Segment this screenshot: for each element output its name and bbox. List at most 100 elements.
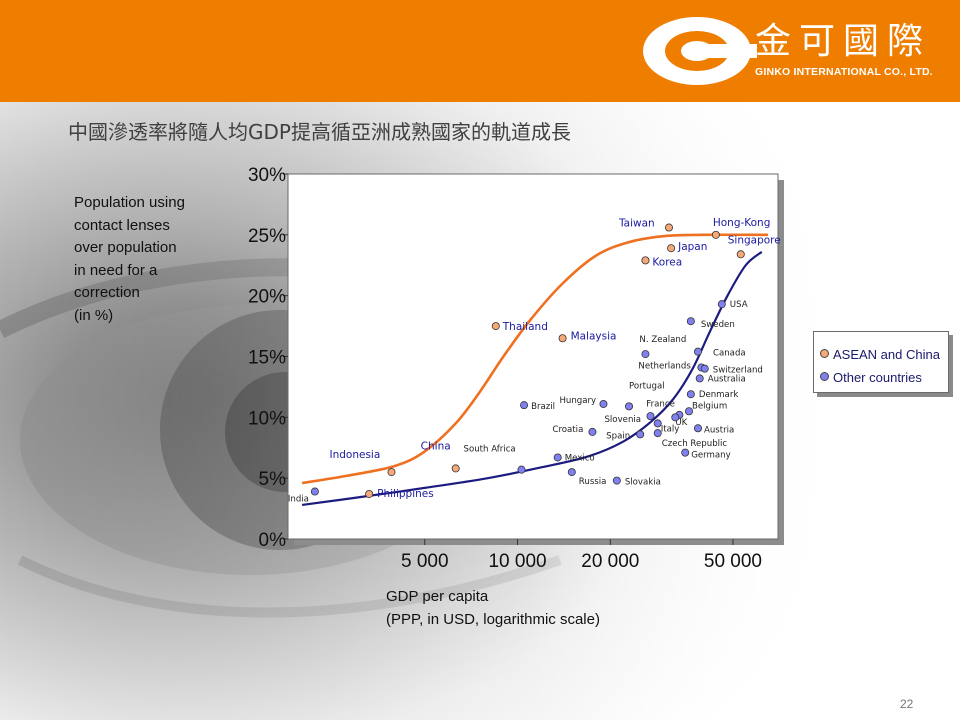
x-tick-label: 50 000 [704, 551, 762, 572]
x-tick-label: 20 000 [581, 551, 639, 572]
point-portugal [625, 402, 634, 411]
point-label-switzerland: Switzerland [713, 366, 763, 376]
page-number: 22 [900, 697, 914, 711]
point-label-south-africa: South Africa [463, 445, 515, 455]
y-axis-title: Population using contact lenses over pop… [74, 194, 185, 324]
point-label-slovenia: Slovenia [604, 415, 641, 425]
point-indonesia [387, 468, 396, 477]
point-taiwan [664, 223, 673, 232]
point-singapore [736, 250, 745, 259]
point-label-india: India [288, 495, 309, 505]
point-china [451, 464, 460, 473]
point-australia [695, 374, 704, 383]
point-germany [681, 448, 690, 457]
point-switzerland [700, 364, 709, 373]
point-label-malaysia: Malaysia [571, 330, 617, 342]
point-label-n-zealand: N. Zealand [639, 335, 686, 345]
point-slovenia [646, 412, 655, 421]
point-label-russia: Russia [579, 477, 607, 487]
company-logo [643, 17, 757, 85]
legend-label-other: Other countries [833, 370, 922, 385]
point-south-africa [517, 465, 526, 474]
point-label-germany: Germany [691, 451, 731, 461]
point-belgium [684, 407, 693, 416]
point-usa [717, 300, 726, 309]
point-label-austria: Austria [704, 425, 734, 435]
point-label-uk: UK [675, 418, 687, 428]
point-philippines [365, 489, 374, 498]
x-axis-title: GDP per capita (PPP, in USD, logarithmic… [386, 588, 600, 628]
point-japan [667, 244, 676, 253]
point-korea [641, 256, 650, 265]
point-russia [567, 468, 576, 477]
point-label-mexico: Mexico [565, 453, 595, 463]
legend-marker-asean [820, 349, 829, 358]
point-hong-kong [711, 230, 720, 239]
point-label-indonesia: Indonesia [329, 449, 380, 461]
page-title: 中國滲透率將隨人均GDP提高循亞洲成熟國家的軌道成長 [68, 120, 571, 144]
point-label-czech-republic: Czech Republic [662, 439, 728, 449]
point-label-slovakia: Slovakia [625, 478, 661, 488]
legend-label-asean: ASEAN and China [833, 347, 940, 362]
point-label-singapore: Singapore [728, 234, 781, 246]
x-tick-label: 10 000 [488, 551, 546, 572]
point-france [671, 413, 680, 422]
point-label-japan: Japan [677, 241, 707, 253]
legend-item-asean: ASEAN and China [820, 347, 940, 362]
point-sweden [686, 317, 695, 326]
point-label-china: China [421, 440, 451, 452]
point-label-croatia: Croatia [552, 425, 583, 435]
point-croatia [588, 427, 597, 436]
point-label-netherlands: Netherlands [638, 361, 691, 371]
point-label-france: France [646, 399, 675, 409]
point-label-belgium: Belgium [692, 401, 727, 411]
point-czech-republic [653, 429, 662, 438]
y-tick-label: 20% [248, 287, 286, 308]
point-label-usa: USA [730, 300, 748, 310]
brand-name-cn: 金可國際 [755, 21, 932, 62]
point-austria [693, 424, 702, 433]
brand-name-en: GINKO INTERNATIONAL CO., LTD. [755, 66, 933, 78]
y-tick-label: 0% [259, 530, 287, 551]
point-mexico [553, 453, 562, 462]
point-thailand [491, 322, 500, 331]
trend-curve-asean [301, 233, 769, 485]
point-brazil [520, 401, 529, 410]
x-tick-label: 5 000 [401, 551, 449, 572]
point-italy [653, 419, 662, 428]
y-tick-label: 10% [248, 408, 286, 429]
point-label-thailand: Thailand [502, 321, 548, 333]
point-n-zealand [641, 350, 650, 359]
y-tick-label: 5% [259, 469, 287, 490]
point-label-australia: Australia [708, 374, 746, 384]
y-tick-label: 25% [248, 226, 286, 247]
y-tick-label: 15% [248, 348, 286, 369]
point-label-denmark: Denmark [699, 390, 739, 400]
point-slovakia [612, 476, 621, 485]
point-label-taiwan: Taiwan [618, 218, 655, 230]
point-label-hungary: Hungary [559, 396, 596, 406]
point-canada [693, 347, 702, 356]
plot-area [287, 173, 779, 540]
point-india [310, 487, 319, 496]
point-label-korea: Korea [652, 256, 682, 268]
point-denmark [686, 390, 695, 399]
point-malaysia [558, 334, 567, 343]
point-label-portugal: Portugal [629, 381, 665, 391]
chart-legend: ASEAN and China Other countries [813, 331, 949, 393]
point-label-italy: Italy [661, 424, 680, 434]
trend-curve-other [301, 250, 763, 507]
point-label-spain: Spain [606, 431, 630, 441]
point-label-brazil: Brazil [531, 402, 555, 412]
legend-item-other: Other countries [820, 370, 922, 385]
point-label-canada: Canada [713, 349, 746, 359]
point-label-philippines: Philippines [377, 488, 434, 500]
point-spain [636, 430, 645, 439]
y-tick-label: 30% [248, 165, 286, 186]
header-bar [0, 0, 960, 102]
point-label-sweden: Sweden [701, 320, 735, 330]
legend-marker-other [820, 372, 829, 381]
point-label-hong-kong: Hong-Kong [713, 217, 771, 229]
point-hungary [599, 399, 608, 408]
